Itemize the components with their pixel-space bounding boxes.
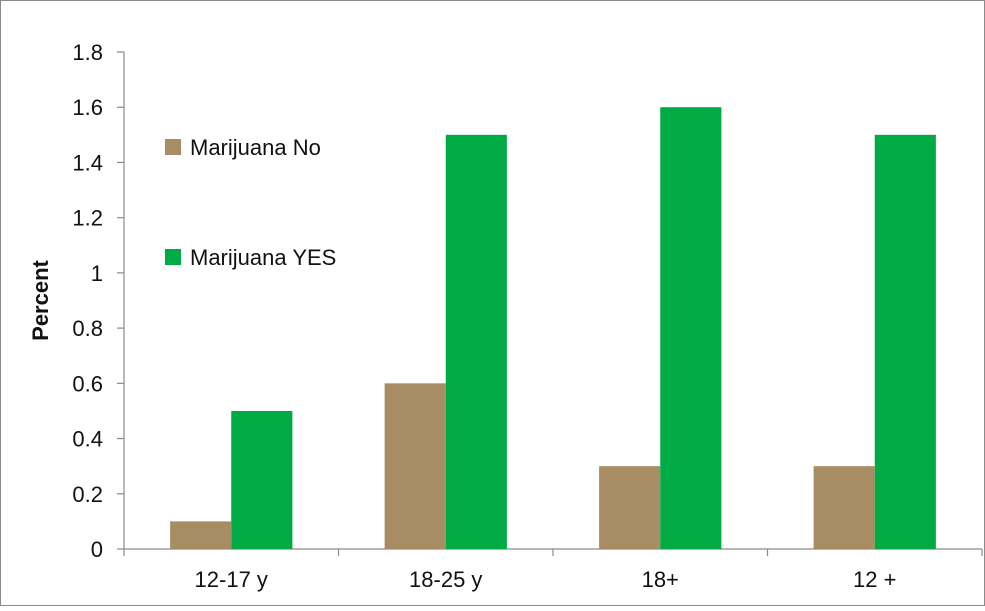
legend: Marijuana No Marijuana YES: [165, 135, 336, 270]
y-tick-label: 0.8: [72, 316, 103, 341]
legend-label: Marijuana YES: [190, 245, 336, 270]
x-category-label: 18+: [642, 567, 679, 592]
y-tick-label: 1: [91, 261, 103, 286]
x-category-label: 12-17 y: [195, 567, 268, 592]
bar-marijuana-yes: [231, 410, 293, 549]
y-tick-label: 0.2: [72, 482, 103, 507]
y-axis: 0 0.2 0.4 0.6 0.8 1 1.2 1.4 1.6 1.8: [72, 40, 125, 562]
bar-marijuana-no: [170, 521, 232, 549]
bar-marijuana-yes: [445, 134, 507, 550]
bar-marijuana-yes: [660, 107, 722, 549]
bar-marijuana-no: [813, 466, 875, 549]
y-tick-label: 0.6: [72, 371, 103, 396]
legend-label: Marijuana No: [190, 135, 321, 160]
y-tick-label: 1.2: [72, 206, 103, 231]
bar-marijuana-no: [599, 466, 661, 549]
legend-swatch: [165, 249, 181, 265]
y-axis-title: Percent: [28, 259, 53, 340]
y-tick-label: 0: [91, 537, 103, 562]
bar-marijuana-no: [384, 383, 446, 549]
y-tick-label: 1.8: [72, 40, 103, 65]
y-tick-label: 0.4: [72, 427, 103, 452]
x-category-label: 12 +: [853, 567, 896, 592]
bar-marijuana-yes: [874, 134, 936, 550]
y-tick-label: 1.6: [72, 95, 103, 120]
x-category-label: 18-25 y: [409, 567, 482, 592]
legend-swatch: [165, 139, 181, 155]
bars: [170, 107, 936, 550]
y-tick-label: 1.4: [72, 150, 103, 175]
